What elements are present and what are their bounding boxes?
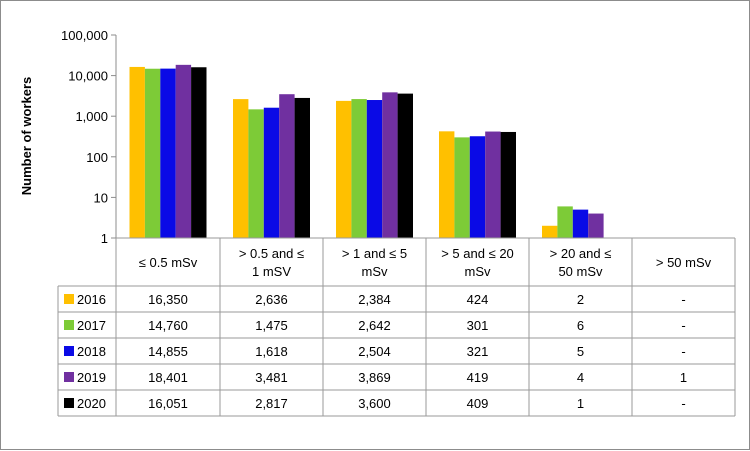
- bar: [248, 109, 264, 238]
- table-cell: 301: [467, 318, 489, 333]
- bar: [279, 94, 295, 238]
- table-cell: 2,817: [255, 396, 288, 411]
- y-tick-label: 1,000: [75, 109, 108, 124]
- legend-label: 2016: [77, 292, 106, 307]
- table-cell: 14,855: [148, 344, 188, 359]
- legend-key-2018: [64, 346, 74, 356]
- bar: [233, 99, 249, 238]
- y-tick-label: 10: [94, 190, 108, 205]
- table-cell: 2,642: [358, 318, 391, 333]
- table-cell: 5: [577, 344, 584, 359]
- table-cell: -: [681, 318, 685, 333]
- y-tick-label: 100: [86, 150, 108, 165]
- legend-key-2016: [64, 294, 74, 304]
- table-cell: 16,350: [148, 292, 188, 307]
- y-tick-label: 10,000: [68, 69, 108, 84]
- legend-label: 2020: [77, 396, 106, 411]
- category-label: > 5 and ≤ 20: [441, 246, 514, 261]
- bar: [129, 66, 145, 238]
- table-cell: 419: [467, 370, 489, 385]
- category-label: > 20 and ≤: [550, 246, 612, 261]
- bar: [294, 97, 310, 238]
- bar: [454, 137, 470, 238]
- y-axis-label: Number of workers: [19, 77, 34, 195]
- table-cell: 3,869: [358, 370, 391, 385]
- y-tick-label: 100,000: [61, 28, 108, 43]
- table-cell: 424: [467, 292, 489, 307]
- category-label: mSv: [362, 264, 389, 279]
- table-cell: -: [681, 292, 685, 307]
- legend-label: 2018: [77, 344, 106, 359]
- bar: [191, 67, 207, 238]
- table-cell: 2,504: [358, 344, 391, 359]
- table-cell: 6: [577, 318, 584, 333]
- bar: [469, 136, 486, 238]
- table-cell: -: [681, 396, 685, 411]
- table-cell: 3,600: [358, 396, 391, 411]
- bar: [263, 107, 280, 238]
- bar: [366, 100, 383, 239]
- legend-key-2020: [64, 398, 74, 408]
- bar: [144, 68, 161, 238]
- category-label: > 50 mSv: [656, 255, 712, 270]
- bar: [175, 64, 192, 238]
- table-cell: -: [681, 344, 685, 359]
- plot-area: 1 10 100 1,000 10,000 100,000: [61, 28, 604, 246]
- table-cell: 1,475: [255, 318, 288, 333]
- table-cell: 2,384: [358, 292, 391, 307]
- legend-key-2017: [64, 320, 74, 330]
- table-cell: 3,481: [255, 370, 288, 385]
- data-table: ≤ 0.5 mSv > 0.5 and ≤ 1 mSV > 1 and ≤ 5 mSv >…: [57, 237, 736, 417]
- bar: [572, 209, 589, 238]
- bar: [485, 131, 501, 238]
- bar: [160, 68, 176, 238]
- table-cell: 18,401: [148, 370, 188, 385]
- bar: [351, 99, 367, 239]
- category-label: 1 mSV: [252, 264, 291, 279]
- bar: [557, 206, 573, 238]
- category-label: ≤ 0.5 mSv: [139, 255, 198, 270]
- table-cell: 1: [577, 396, 584, 411]
- table-cell: 16,051: [148, 396, 188, 411]
- legend-label: 2017: [77, 318, 106, 333]
- table-cell: 321: [467, 344, 489, 359]
- table-cell: 1: [680, 370, 687, 385]
- category-label: 50 mSv: [558, 264, 603, 279]
- category-label: > 0.5 and ≤: [239, 246, 304, 261]
- bar: [336, 100, 352, 238]
- bar: [542, 225, 558, 238]
- table-cell: 1,618: [255, 344, 288, 359]
- table-cell: 2,636: [255, 292, 288, 307]
- bar: [397, 93, 413, 238]
- category-label: mSv: [465, 264, 492, 279]
- y-tick-label: 1: [101, 231, 108, 246]
- category-label: > 1 and ≤ 5: [342, 246, 407, 261]
- table-cell: 409: [467, 396, 489, 411]
- bar: [382, 92, 398, 238]
- bar: [500, 131, 516, 238]
- legend-label: 2019: [77, 370, 106, 385]
- table-cell: 4: [577, 370, 584, 385]
- bar: [588, 213, 604, 238]
- table-cell: 2: [577, 292, 584, 307]
- legend-key-2019: [64, 372, 74, 382]
- table-cell: 14,760: [148, 318, 188, 333]
- bar: [439, 131, 455, 238]
